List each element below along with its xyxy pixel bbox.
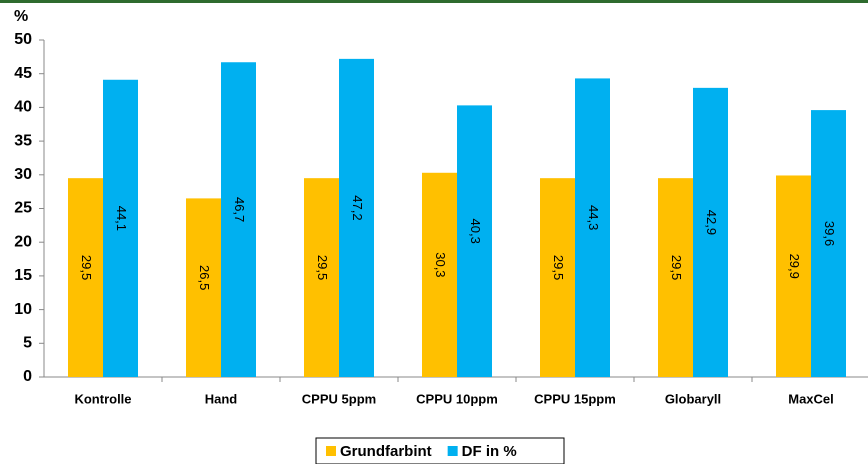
value-label: 29,5 [669,255,684,280]
x-tick-label: Hand [205,391,238,406]
x-tick-label: CPPU 15ppm [534,391,616,406]
legend-label: Grundfarbint [340,443,432,460]
y-axis-label: % [14,8,28,25]
value-label: 40,3 [468,219,483,244]
bar [103,79,138,378]
bar [186,198,221,377]
top-rule [0,0,868,3]
bar [68,178,103,377]
y-tick-label: 15 [14,267,32,284]
y-tick-label: 45 [14,65,32,82]
value-label: 26,5 [197,265,212,290]
bar [339,58,374,377]
y-tick-label: 25 [14,200,32,217]
legend-box [315,437,565,464]
x-tick-label: MaxCel [788,391,834,406]
y-tick-label: 20 [14,233,32,250]
y-tick-label: 10 [14,301,32,318]
legend-label: DF in % [462,443,517,460]
x-tick-label: Globaryll [665,391,721,406]
legend-swatch [326,446,336,456]
y-tick-label: 5 [23,335,32,352]
bar [221,62,256,377]
bar [304,178,339,377]
bar [658,178,693,377]
value-label: 47,2 [350,195,365,220]
value-label: 29,5 [79,255,94,280]
x-tick-label: Kontrolle [74,391,131,406]
bar [693,87,728,377]
y-tick-label: 30 [14,166,32,183]
bar [575,78,610,377]
value-label: 44,3 [586,205,601,230]
bar [776,175,811,377]
y-tick-label: 35 [14,132,32,149]
value-label: 30,3 [433,252,448,277]
bar [540,178,575,377]
bar [811,110,846,377]
bar [422,172,457,377]
value-label: 39,6 [822,221,837,246]
value-label: 42,9 [704,210,719,235]
bar [457,105,492,378]
x-tick-label: CPPU 5ppm [302,391,376,406]
y-tick-label: 40 [14,99,32,116]
value-label: 46,7 [232,197,247,222]
value-label: 44,1 [114,206,129,231]
value-label: 29,5 [315,255,330,280]
legend-swatch [447,446,458,456]
value-label: 29,9 [787,254,802,279]
x-tick-label: CPPU 10ppm [416,391,498,406]
y-tick-label: 50 [14,31,32,48]
value-label: 29,5 [551,255,566,280]
y-tick-label: 0 [23,368,32,385]
